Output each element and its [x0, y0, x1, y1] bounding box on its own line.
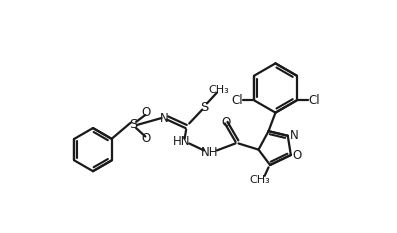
Text: CH₃: CH₃	[208, 85, 229, 95]
Text: NH: NH	[201, 146, 219, 159]
Text: O: O	[141, 132, 151, 145]
Text: N: N	[160, 112, 169, 125]
Text: O: O	[141, 106, 151, 119]
Text: CH₃: CH₃	[250, 175, 270, 185]
Text: Cl: Cl	[308, 94, 320, 107]
Text: O: O	[293, 148, 302, 161]
Text: O: O	[222, 116, 231, 129]
Text: S: S	[200, 101, 209, 114]
Text: S: S	[129, 118, 137, 131]
Text: N: N	[289, 129, 298, 142]
Text: HN: HN	[173, 135, 190, 148]
Text: Cl: Cl	[231, 94, 243, 107]
